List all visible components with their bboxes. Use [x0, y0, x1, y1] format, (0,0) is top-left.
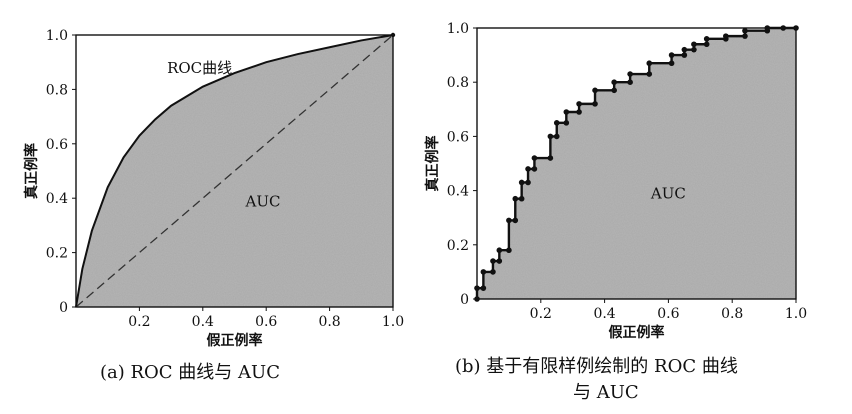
- roc-point: [518, 195, 525, 202]
- y-tick-label: 1.0: [46, 28, 68, 44]
- y-tick-label: 0: [59, 300, 68, 316]
- roc-point: [506, 247, 512, 254]
- x-axis-label: 假正例率: [207, 332, 263, 349]
- roc-point: [592, 87, 598, 94]
- roc-point: [793, 25, 799, 31]
- roc-point: [474, 285, 480, 291]
- plot-frame: [75, 34, 394, 308]
- roc-curve-annotation: ROC曲线: [167, 59, 232, 77]
- roc-point: [547, 155, 554, 161]
- roc-point: [563, 109, 570, 115]
- roc-point: [576, 109, 582, 115]
- roc-point: [691, 46, 697, 53]
- plot-frame: [476, 27, 797, 300]
- panel-b: 0.2 0.4 0.6 0.8 1.0 0 0.2 0.4 0.6 0.8 1.0 假正例率 真正例率 A…: [424, 21, 807, 341]
- roc-point: [627, 71, 633, 77]
- roc-point: [646, 71, 653, 77]
- roc-point: [512, 195, 519, 202]
- roc-point: [764, 25, 771, 31]
- x-tick-label: 1.0: [785, 306, 807, 322]
- roc-point: [668, 52, 675, 58]
- x-tick-label: 0.8: [318, 314, 340, 330]
- caption-a: (a) ROC 曲线与 AUC: [100, 362, 280, 383]
- x-tick-label: 1.0: [382, 314, 404, 330]
- roc-point: [780, 25, 787, 31]
- y-tick-label: 1.0: [447, 21, 469, 37]
- roc-point: [691, 41, 697, 48]
- roc-point: [742, 33, 748, 39]
- roc-curve-line: [75, 34, 394, 308]
- roc-point: [531, 155, 538, 161]
- roc-point: [480, 285, 487, 291]
- x-axis-label: 假正例率: [609, 324, 665, 341]
- x-tick-label: 0.6: [657, 306, 679, 322]
- roc-point: [681, 52, 688, 58]
- roc-endpoint: [390, 32, 396, 38]
- y-axis-label: 真正例率: [23, 143, 40, 199]
- caption-b-line2: 与 AUC: [573, 382, 639, 403]
- y-tick-label: 0.8: [447, 75, 469, 91]
- roc-point: [496, 247, 503, 254]
- x-tick-label: 0.2: [128, 314, 150, 330]
- roc-point: [518, 179, 525, 186]
- roc-point: [742, 27, 748, 34]
- roc-point: [681, 46, 688, 53]
- x-tick-label: 0.2: [530, 306, 552, 322]
- y-tick-label: 0.4: [447, 184, 469, 200]
- roc-point: [703, 36, 710, 42]
- roc-point: [646, 60, 653, 67]
- roc-point: [576, 101, 582, 107]
- y-tick-label: 0.6: [447, 129, 469, 145]
- roc-point: [627, 79, 633, 85]
- y-tick-label: 0.8: [46, 82, 68, 98]
- x-tick-label: 0.8: [721, 306, 743, 322]
- roc-point: [703, 41, 710, 48]
- roc-point: [563, 120, 570, 126]
- roc-point: [723, 33, 729, 39]
- y-tick-label: 0: [460, 292, 469, 308]
- panel-a: 0.2 0.4 0.6 0.8 1.0 0 0.2 0.4 0.6 0.8 1.0 假正例率 真正例率 R…: [23, 28, 404, 349]
- x-tick-label: 0.4: [192, 314, 214, 330]
- roc-point: [525, 179, 531, 186]
- roc-point: [490, 269, 496, 275]
- auc-area-texture: [477, 28, 796, 299]
- roc-point: [592, 101, 598, 107]
- roc-point: [611, 87, 617, 94]
- x-tick-label: 0.4: [593, 306, 615, 322]
- y-axis-label: 真正例率: [424, 136, 441, 192]
- y-tick-label: 0.4: [46, 191, 68, 207]
- roc-point: [547, 133, 554, 140]
- caption-b-line1: (b) 基于有限样例绘制的 ROC 曲线: [455, 356, 738, 377]
- roc-point: [611, 79, 617, 85]
- roc-point: [480, 269, 487, 275]
- auc-annotation: AUC: [650, 185, 686, 203]
- roc-point: [525, 166, 531, 172]
- roc-point: [506, 217, 512, 224]
- roc-point: [531, 166, 538, 172]
- roc-point: [553, 133, 560, 140]
- roc-point: [668, 60, 675, 67]
- roc-point: [496, 258, 503, 264]
- roc-point: [553, 120, 560, 126]
- y-tick-label: 0.2: [46, 246, 68, 262]
- roc-point: [490, 258, 496, 264]
- y-tick-label: 0.6: [46, 137, 68, 153]
- auc-annotation: AUC: [245, 192, 281, 210]
- roc-point: [512, 217, 519, 224]
- y-tick-label: 0.2: [447, 238, 469, 254]
- x-tick-label: 0.6: [255, 314, 277, 330]
